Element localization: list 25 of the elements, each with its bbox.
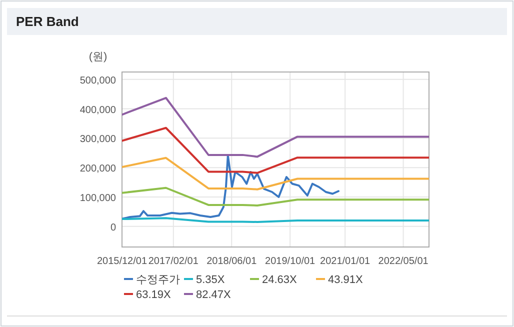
legend-label: 수정주가 bbox=[136, 274, 180, 286]
x-tick-label: 2018/06/01 bbox=[206, 256, 258, 267]
legend-label: 82.47X bbox=[196, 289, 232, 301]
line-series bbox=[122, 186, 429, 207]
x-tick-label: 2019/10/01 bbox=[265, 256, 316, 267]
y-tick-label: 100,000 bbox=[80, 193, 116, 204]
line-series bbox=[122, 126, 429, 174]
x-tick-label: 2015/12/01 bbox=[96, 256, 148, 267]
y-tick-label: 400,000 bbox=[80, 104, 116, 116]
line-series bbox=[122, 96, 429, 158]
y-tick-label: 0 bbox=[110, 222, 116, 234]
x-tick-label: 2017/02/01 bbox=[148, 256, 199, 267]
y-tick-label: 200,000 bbox=[80, 164, 116, 175]
legend-label: 63.19X bbox=[136, 289, 172, 301]
y-tick-label: 500,000 bbox=[80, 75, 116, 86]
y-axis-title: (원) bbox=[88, 51, 108, 63]
legend-label: 24.63X bbox=[262, 274, 298, 286]
x-tick-label: 2021/01/01 bbox=[320, 256, 371, 267]
legend-label: 43.91X bbox=[328, 274, 364, 286]
chart-title: PER Band bbox=[16, 14, 79, 29]
x-tick-label: 2022/05/01 bbox=[378, 256, 429, 267]
y-tick-label: 300,000 bbox=[80, 134, 116, 146]
line-series bbox=[122, 156, 429, 190]
line-series bbox=[122, 154, 340, 220]
legend-label: 5.35X bbox=[196, 274, 226, 286]
